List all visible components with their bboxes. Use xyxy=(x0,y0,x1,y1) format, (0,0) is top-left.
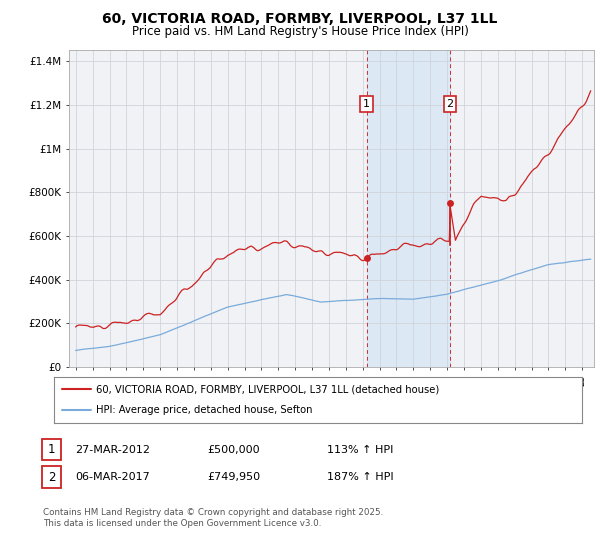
Text: Price paid vs. HM Land Registry's House Price Index (HPI): Price paid vs. HM Land Registry's House … xyxy=(131,25,469,38)
Text: 187% ↑ HPI: 187% ↑ HPI xyxy=(327,472,394,482)
Bar xyxy=(367,50,450,367)
Text: 27-MAR-2012: 27-MAR-2012 xyxy=(75,445,150,455)
Text: 113% ↑ HPI: 113% ↑ HPI xyxy=(327,445,394,455)
Text: 06-MAR-2017: 06-MAR-2017 xyxy=(75,472,150,482)
Text: Contains HM Land Registry data © Crown copyright and database right 2025.
This d: Contains HM Land Registry data © Crown c… xyxy=(43,508,383,528)
Text: 60, VICTORIA ROAD, FORMBY, LIVERPOOL, L37 1LL (detached house): 60, VICTORIA ROAD, FORMBY, LIVERPOOL, L3… xyxy=(96,384,439,394)
Text: HPI: Average price, detached house, Sefton: HPI: Average price, detached house, Seft… xyxy=(96,405,313,416)
Text: £749,950: £749,950 xyxy=(207,472,260,482)
Text: 2: 2 xyxy=(48,470,55,484)
Text: 1: 1 xyxy=(48,443,55,456)
Text: 2: 2 xyxy=(446,99,454,109)
Text: 1: 1 xyxy=(363,99,370,109)
Text: £500,000: £500,000 xyxy=(207,445,260,455)
Text: 60, VICTORIA ROAD, FORMBY, LIVERPOOL, L37 1LL: 60, VICTORIA ROAD, FORMBY, LIVERPOOL, L3… xyxy=(103,12,497,26)
